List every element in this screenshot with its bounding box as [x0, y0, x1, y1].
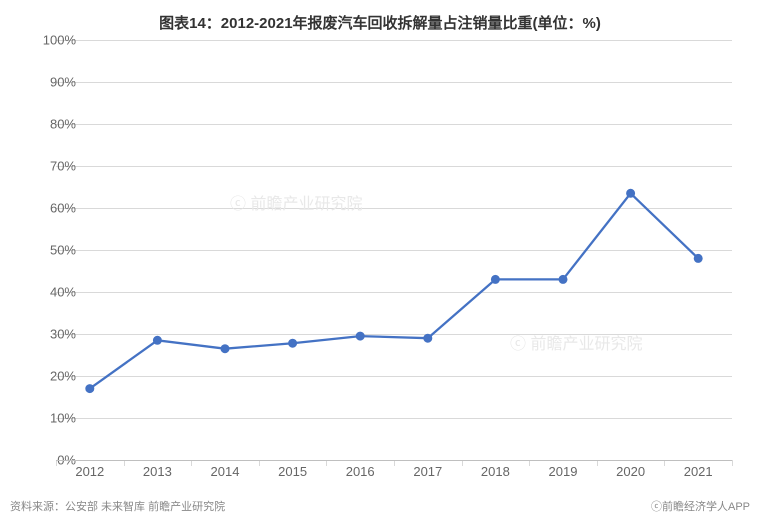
data-point — [559, 275, 567, 283]
line-chart — [56, 40, 732, 460]
data-point — [694, 254, 702, 262]
source-text: 资料来源：公安部 未来智库 前瞻产业研究院 — [10, 498, 225, 514]
app-credit: ⓒ前瞻经济学人APP — [651, 498, 750, 514]
x-tick-label: 2020 — [616, 464, 645, 479]
chart-footer: 资料来源：公安部 未来智库 前瞻产业研究院 ⓒ前瞻经济学人APP — [10, 498, 750, 514]
data-point — [491, 275, 499, 283]
data-point — [153, 336, 161, 344]
data-point — [289, 339, 297, 347]
data-point — [424, 334, 432, 342]
x-tick-label: 2012 — [75, 464, 104, 479]
data-point — [221, 345, 229, 353]
x-tick-label: 2016 — [346, 464, 375, 479]
x-axis-line — [56, 460, 732, 461]
data-point — [627, 189, 635, 197]
x-tick-label: 2019 — [549, 464, 578, 479]
data-point — [356, 332, 364, 340]
x-tick-label: 2015 — [278, 464, 307, 479]
chart-title: 图表14：2012-2021年报废汽车回收拆解量占注销量比重(单位：%) — [0, 0, 760, 33]
x-tick-label: 2021 — [684, 464, 713, 479]
x-tick-label: 2013 — [143, 464, 172, 479]
x-tick — [732, 460, 733, 466]
x-tick-label: 2014 — [211, 464, 240, 479]
x-tick-label: 2017 — [413, 464, 442, 479]
x-tick-label: 2018 — [481, 464, 510, 479]
data-point — [86, 385, 94, 393]
